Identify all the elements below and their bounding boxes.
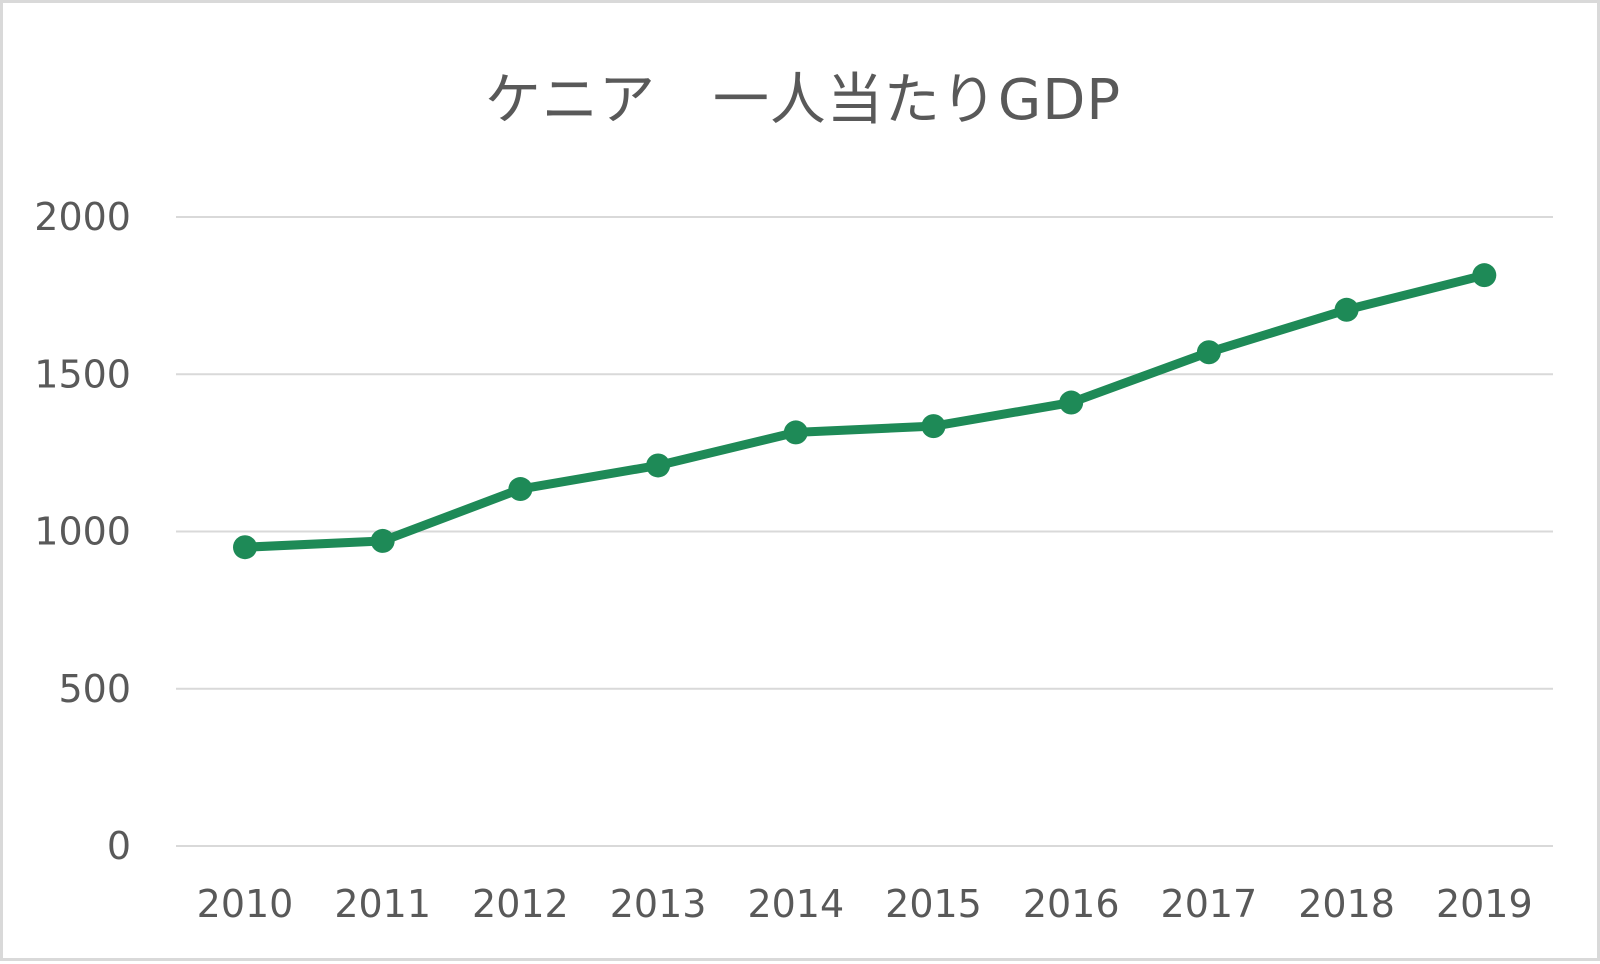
x-tick-label: 2017 <box>1161 882 1258 926</box>
x-tick-label: 2015 <box>885 882 982 926</box>
data-point <box>370 528 395 553</box>
x-tick-label: 2011 <box>334 882 431 926</box>
data-point <box>646 453 671 478</box>
y-axis-ticks: 0 500 1000 1500 2000 <box>34 195 131 868</box>
y-tick-label: 1000 <box>34 510 131 554</box>
data-point <box>1472 263 1497 288</box>
y-tick-label: 500 <box>58 667 131 711</box>
x-tick-label: 2014 <box>747 882 844 926</box>
x-axis-ticks: 2010 2011 2012 2013 2014 2015 2016 2017 2018 2019 <box>197 882 1533 926</box>
gridlines <box>176 216 1553 847</box>
x-tick-label: 2013 <box>610 882 707 926</box>
y-tick-label: 1500 <box>34 352 131 396</box>
y-tick-label: 0 <box>107 824 131 868</box>
data-point <box>508 477 533 502</box>
x-tick-label: 2012 <box>472 882 569 926</box>
x-tick-label: 2010 <box>197 882 294 926</box>
data-point <box>1059 390 1084 415</box>
x-tick-label: 2018 <box>1298 882 1395 926</box>
data-point <box>233 535 257 560</box>
data-point <box>1196 340 1221 365</box>
y-tick-label: 2000 <box>34 195 131 239</box>
series-gdp-per-capita <box>233 263 1497 560</box>
data-point <box>1334 297 1359 322</box>
data-point <box>921 414 946 439</box>
x-tick-label: 2019 <box>1436 882 1533 926</box>
series-line <box>240 270 1489 552</box>
chart-title: ケニア 一人当たりGDP <box>484 68 1122 133</box>
data-point <box>783 420 808 445</box>
x-tick-label: 2016 <box>1023 882 1120 926</box>
